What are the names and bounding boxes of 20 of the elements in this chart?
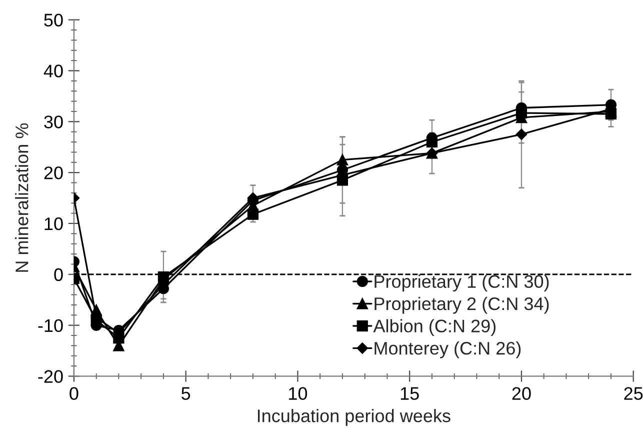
legend-label: Proprietary 2 (C:N 34)	[374, 296, 549, 314]
y-tick-label: 20	[44, 166, 63, 180]
legend-label: Albion (C:N 29)	[373, 319, 496, 336]
y-axis-title: N mineralization %	[15, 123, 28, 272]
x-tick-label: 10	[289, 387, 308, 400]
legend-label: Proprietary 1 (C:N 30)	[374, 274, 549, 292]
x-tick-label: 5	[182, 387, 190, 400]
x-tick-label: 15	[400, 387, 419, 400]
y-tick-label: 40	[44, 64, 63, 78]
y-tick-label: 0	[54, 268, 63, 282]
y-tick-label: 50	[44, 14, 63, 27]
x-tick-label: 20	[512, 387, 531, 400]
y-tick-label: -20	[38, 370, 63, 383]
y-tick-label: 10	[44, 217, 63, 230]
legend-label: Monterey (C:N 26)	[374, 341, 521, 358]
y-tick-label: 30	[44, 116, 63, 128]
x-axis-title: Incubation period weeks	[258, 409, 450, 426]
x-tick-label: 0	[70, 387, 78, 400]
x-tick-label: 25	[624, 387, 643, 400]
y-tick-label: -10	[38, 319, 63, 332]
